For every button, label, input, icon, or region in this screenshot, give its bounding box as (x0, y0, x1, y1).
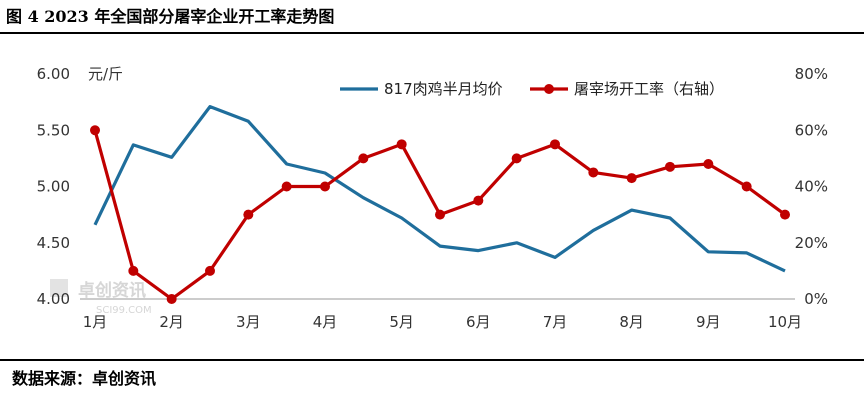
rate-point (780, 209, 790, 220)
rate-point (281, 181, 292, 192)
y-right-tick-label: 80% (795, 65, 828, 83)
x-tick-label: 8月 (619, 313, 644, 331)
rate-point (396, 139, 407, 150)
rate-point (128, 265, 139, 276)
rate-point (205, 265, 215, 276)
rate-point (435, 209, 445, 220)
rate-point (243, 209, 254, 220)
x-tick-label: 10月 (768, 313, 802, 331)
rate-point (703, 159, 714, 169)
x-tick-label: 3月 (236, 313, 261, 331)
rate-point (90, 125, 100, 136)
watermark-logo (50, 279, 68, 297)
source-note: 数据来源：卓创资讯 (12, 369, 157, 388)
y-left-tick-label: 5.00 (37, 178, 70, 196)
watermark-text: 卓创资讯 (78, 280, 146, 301)
x-tick-label: 9月 (696, 313, 721, 331)
y-left-tick-label: 4.50 (37, 234, 70, 252)
price-series-line (93, 104, 786, 273)
legend-rate-label: 屠宰场开工率（右轴） (574, 80, 724, 98)
series-layer (90, 104, 790, 304)
x-tick-label: 6月 (466, 313, 491, 331)
x-tick-label: 7月 (543, 313, 568, 331)
y-left-tick-label: 4.00 (37, 290, 70, 308)
rate-point (358, 153, 369, 164)
rate-point (626, 173, 637, 184)
legend: 817肉鸡半月均价 屠宰场开工率（右轴） (340, 80, 724, 98)
axes: 4.00 4.50 5.00 5.50 6.00 元/斤 0% 20% 40% 60% 80% 1月 2… (37, 65, 828, 331)
rate-point (473, 195, 484, 206)
rate-point (588, 167, 599, 178)
x-tick-label: 1月 (83, 313, 108, 331)
y-left-tick-label: 5.50 (37, 121, 70, 139)
x-tick-label: 5月 (389, 313, 414, 331)
figure-title: 图 4 2023 年全国部分屠宰企业开工率走势图 (6, 7, 335, 26)
bottom-rule (0, 359, 864, 361)
rate-point (511, 153, 522, 164)
y-right-tick-label: 0% (804, 290, 828, 308)
y-right-tick-label: 20% (795, 234, 828, 252)
rate-point (166, 294, 177, 304)
x-tick-label: 4月 (313, 313, 338, 331)
legend-price-label: 817肉鸡半月均价 (384, 80, 503, 98)
dual-axis-line-chart: 卓创资讯 SCI99.COM 4.00 4.50 5.00 5.50 6.00 元/斤 0%… (37, 65, 828, 331)
rate-point (741, 181, 752, 192)
watermark-sub: SCI99.COM (96, 305, 152, 316)
y-left-unit: 元/斤 (88, 65, 123, 83)
rate-point (665, 161, 675, 172)
top-rule (0, 32, 864, 34)
rate-point (320, 181, 330, 192)
rate-point (550, 139, 560, 150)
y-right-tick-label: 60% (795, 121, 828, 139)
x-tick-label: 2月 (159, 313, 184, 331)
y-left-tick-label: 6.00 (37, 65, 70, 83)
legend-rate-marker (544, 84, 554, 94)
watermark: 卓创资讯 SCI99.COM (50, 279, 152, 316)
y-right-tick-label: 40% (795, 178, 828, 196)
